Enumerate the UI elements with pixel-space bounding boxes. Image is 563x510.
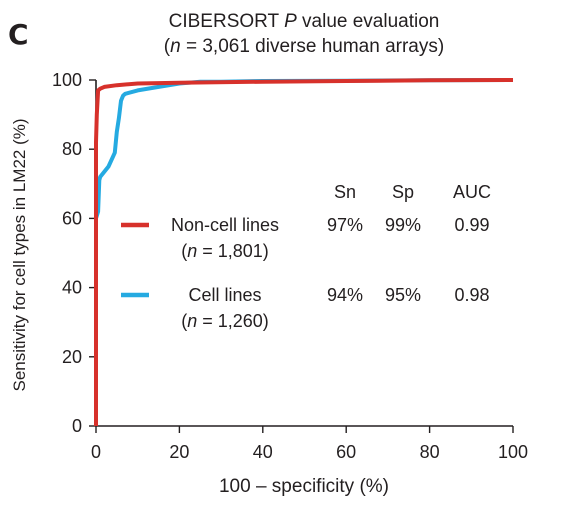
y-tick-label: 20 bbox=[62, 347, 82, 367]
legend-label: Cell lines bbox=[188, 285, 261, 305]
x-tick-label: 40 bbox=[253, 442, 273, 462]
legend-n-label: (n = 1,260) bbox=[181, 311, 269, 331]
stats-header: Sn bbox=[334, 182, 356, 202]
y-tick-label: 80 bbox=[62, 139, 82, 159]
stats-value: 94% bbox=[327, 285, 363, 305]
series-lines bbox=[94, 78, 514, 426]
y-tick-label: 100 bbox=[52, 70, 82, 90]
x-tick-label: 20 bbox=[169, 442, 189, 462]
legend-n-label: (n = 1,801) bbox=[181, 241, 269, 261]
stats-value: 0.99 bbox=[454, 215, 489, 235]
panel-label: C bbox=[8, 18, 29, 51]
chart-title: CIBERSORT P value evaluation bbox=[169, 11, 440, 32]
legend: Sn Sp AUC Non-cell lines (n = 1,801) 97% 99% 0.… bbox=[121, 182, 491, 331]
x-tick-label: 0 bbox=[91, 442, 101, 462]
stats-value: 97% bbox=[327, 215, 363, 235]
y-tick-label: 40 bbox=[62, 278, 82, 298]
stats-value: 99% bbox=[385, 215, 421, 235]
axes bbox=[89, 79, 514, 433]
tick-labels: 0 20 40 60 80 100 0 20 40 60 80 100 bbox=[52, 70, 528, 462]
series-line-cell-lines bbox=[94, 78, 514, 426]
series-line-non-cell-lines bbox=[94, 78, 514, 426]
x-tick-label: 60 bbox=[336, 442, 356, 462]
x-tick-label: 80 bbox=[420, 442, 440, 462]
y-tick-label: 0 bbox=[72, 416, 82, 436]
x-tick-label: 100 bbox=[498, 442, 528, 462]
y-axis-label: Sensitivity for cell types in LM22 (%) bbox=[10, 118, 29, 391]
y-tick-label: 60 bbox=[62, 208, 82, 228]
stats-header: Sp bbox=[392, 182, 414, 202]
stats-value: 95% bbox=[385, 285, 421, 305]
legend-label: Non-cell lines bbox=[171, 215, 279, 235]
stats-header: AUC bbox=[453, 182, 491, 202]
chart-subtitle: (n = 3,061 diverse human arrays) bbox=[164, 36, 444, 57]
stats-value: 0.98 bbox=[454, 285, 489, 305]
x-axis-label: 100 – specificity (%) bbox=[219, 476, 389, 497]
